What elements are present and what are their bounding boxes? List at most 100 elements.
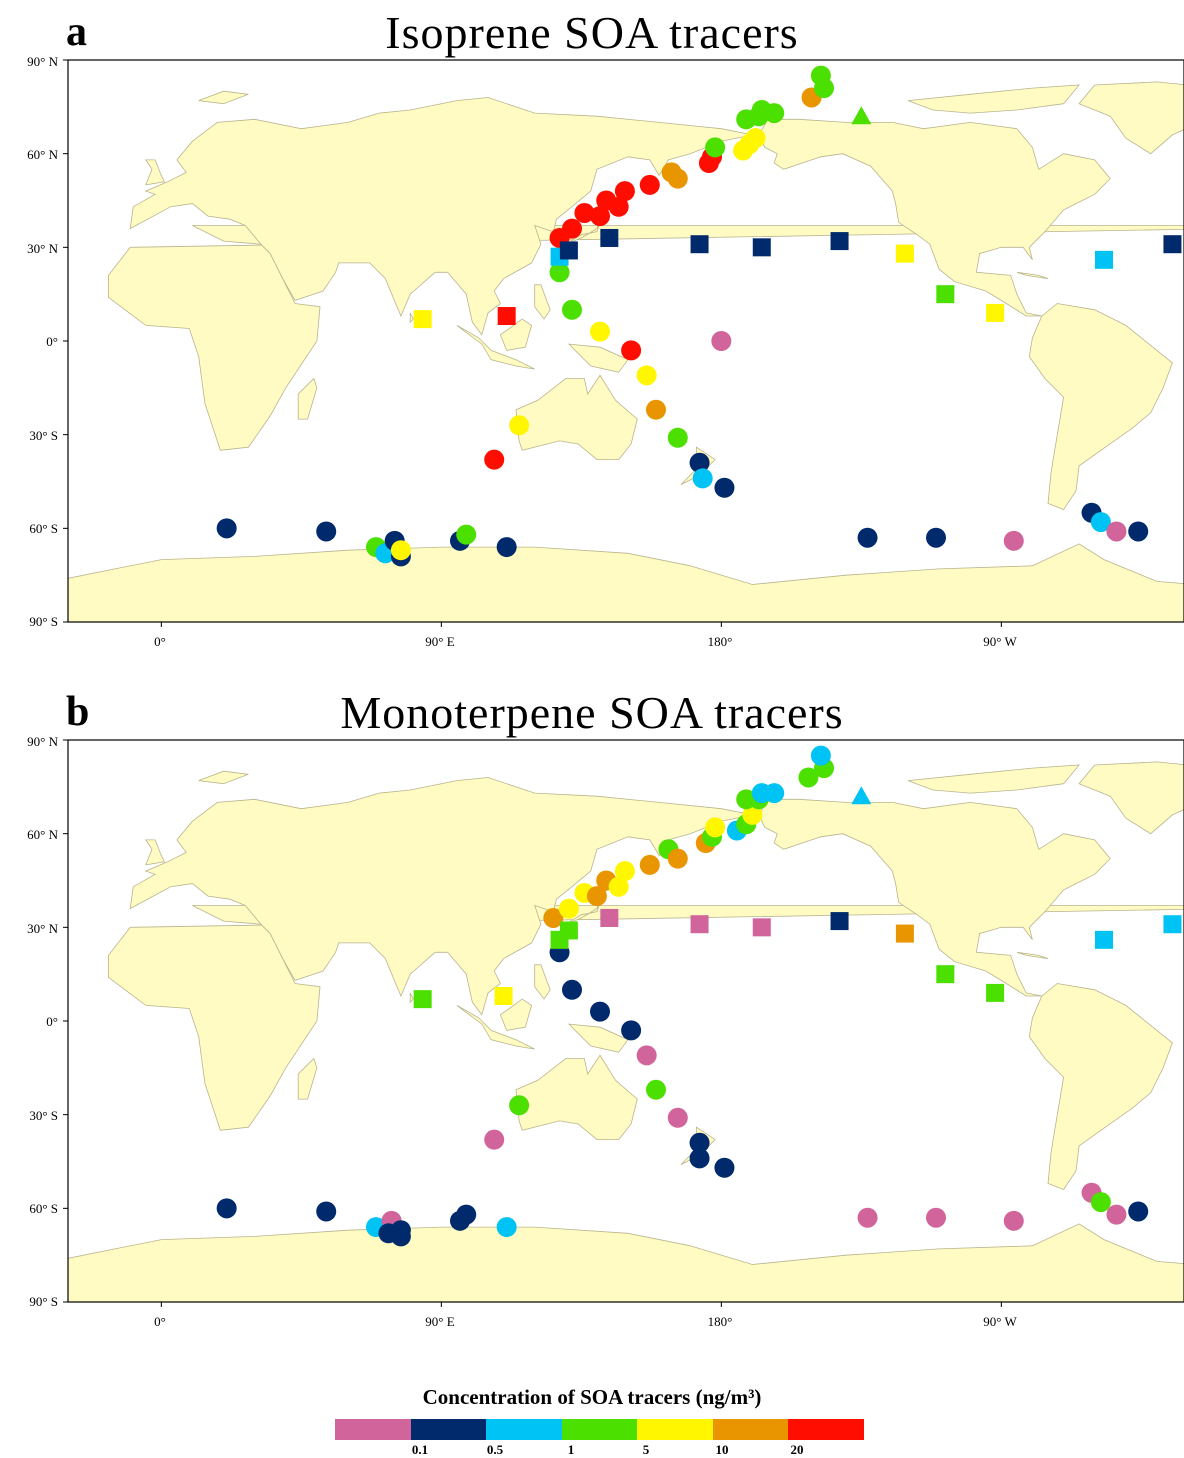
- lon-label: 90° E: [425, 634, 455, 649]
- sample-circle: [926, 1207, 946, 1228]
- sample-circle: [667, 427, 688, 448]
- legend-swatch: [335, 1419, 411, 1440]
- sample-circle: [390, 1220, 411, 1241]
- madagascar-landmass: [297, 1057, 318, 1100]
- australia-landmass: [515, 374, 638, 460]
- lon-label: 180°: [707, 1314, 733, 1329]
- lat-label: 90° S: [29, 614, 58, 629]
- sri-lanka-landmass: [409, 992, 414, 1004]
- australia-landmass: [515, 1054, 638, 1140]
- sample-circle: [484, 1129, 505, 1150]
- sample-circle: [390, 540, 411, 561]
- sample-circle: [798, 767, 819, 788]
- sri-lanka-landmass: [409, 312, 414, 324]
- sample-square: [497, 307, 516, 326]
- panel-isoprene: a Isoprene SOA tracers 90° N 60° N 30° N…: [0, 0, 1184, 660]
- panel-letter: b: [66, 689, 90, 735]
- sample-square: [986, 983, 1005, 1002]
- sample-circle: [764, 783, 785, 804]
- panel-letter: a: [66, 9, 87, 55]
- sample-square: [413, 990, 432, 1009]
- sample-circle: [764, 103, 785, 124]
- legend-title: Concentration of SOA tracers (ng/m³): [422, 1385, 762, 1409]
- sample-circle: [456, 524, 477, 545]
- borneo-landmass: [499, 998, 533, 1031]
- sample-triangle: [851, 106, 872, 125]
- lat-label: 0°: [46, 334, 58, 349]
- sample-circle: [216, 518, 237, 539]
- sample-square: [752, 238, 771, 257]
- uk-landmass: [145, 839, 165, 866]
- sample-circle: [857, 1207, 878, 1228]
- sample-square: [559, 921, 578, 940]
- sample-circle: [614, 181, 635, 202]
- sample-square: [690, 915, 709, 934]
- sample-circle: [742, 804, 763, 825]
- sample-markers: [216, 65, 1182, 567]
- sample-circle: [621, 1020, 642, 1041]
- sample-circle: [608, 876, 629, 897]
- lat-label: 90° N: [27, 734, 58, 749]
- sample-circle: [810, 745, 831, 766]
- greenland-landmass: [1078, 81, 1184, 155]
- africa-landmass: [108, 905, 1184, 1131]
- legend-tick: 20: [790, 1442, 804, 1457]
- sample-circle: [646, 399, 666, 420]
- borneo-landmass: [499, 318, 533, 351]
- sample-circle: [689, 1132, 710, 1153]
- sample-circle: [496, 537, 517, 558]
- sample-circle: [745, 128, 766, 149]
- indonesia-landmass: [456, 325, 535, 370]
- sample-square: [936, 285, 955, 304]
- sample-square: [494, 987, 513, 1006]
- sample-circle: [646, 1079, 666, 1100]
- lat-label: 60° S: [29, 521, 58, 536]
- legend-swatch: [637, 1419, 713, 1440]
- eurasia-landmass: [129, 777, 753, 1016]
- indonesia-landmass: [456, 1005, 535, 1050]
- arctic-islands-landmass: [907, 764, 1081, 794]
- sample-square: [895, 244, 914, 263]
- sample-circle: [1106, 1204, 1127, 1225]
- lon-label: 90° E: [425, 1314, 455, 1329]
- south-america-landmass: [1028, 303, 1173, 511]
- philippines-landmass: [534, 284, 551, 320]
- sample-triangle: [851, 786, 872, 805]
- cuba-landmass: [1016, 951, 1049, 959]
- sample-circle: [316, 1201, 337, 1222]
- color-legend: Concentration of SOA tracers (ng/m³) 0.1…: [0, 1385, 1184, 1457]
- lat-label: 60° N: [27, 827, 58, 842]
- sample-circle: [667, 1107, 688, 1128]
- sample-circle: [590, 206, 610, 227]
- legend-swatch: [788, 1419, 864, 1440]
- sample-circle: [496, 1217, 517, 1238]
- legend-swatch: [712, 1419, 788, 1440]
- antarctica-landmass: [68, 1223, 1184, 1302]
- svalbard-landmass: [198, 770, 249, 785]
- land-layer: [68, 761, 1184, 1302]
- land-layer: [68, 81, 1184, 622]
- lat-label: 30° S: [29, 428, 58, 443]
- sample-square: [1095, 250, 1113, 269]
- sample-circle: [574, 202, 595, 223]
- sample-markers: [216, 745, 1182, 1247]
- new-guinea-landmass: [567, 1023, 629, 1053]
- sample-circle: [621, 340, 642, 361]
- lat-label: 30° S: [29, 1108, 58, 1123]
- sample-circle: [639, 174, 660, 195]
- sample-square: [986, 303, 1005, 322]
- sample-circle: [1106, 521, 1127, 542]
- sample-circle: [614, 861, 635, 882]
- africa-landmass: [108, 225, 1184, 451]
- sample-circle: [1090, 1192, 1111, 1213]
- philippines-landmass: [534, 964, 551, 1000]
- sample-circle: [558, 898, 579, 919]
- sample-square: [600, 908, 619, 927]
- sample-circle: [562, 979, 582, 1000]
- sample-square: [1095, 930, 1113, 949]
- sample-circle: [590, 1001, 610, 1022]
- sample-square: [413, 310, 432, 329]
- sample-circle: [705, 817, 726, 838]
- madagascar-landmass: [297, 377, 318, 420]
- world-map: [63, 739, 1184, 1307]
